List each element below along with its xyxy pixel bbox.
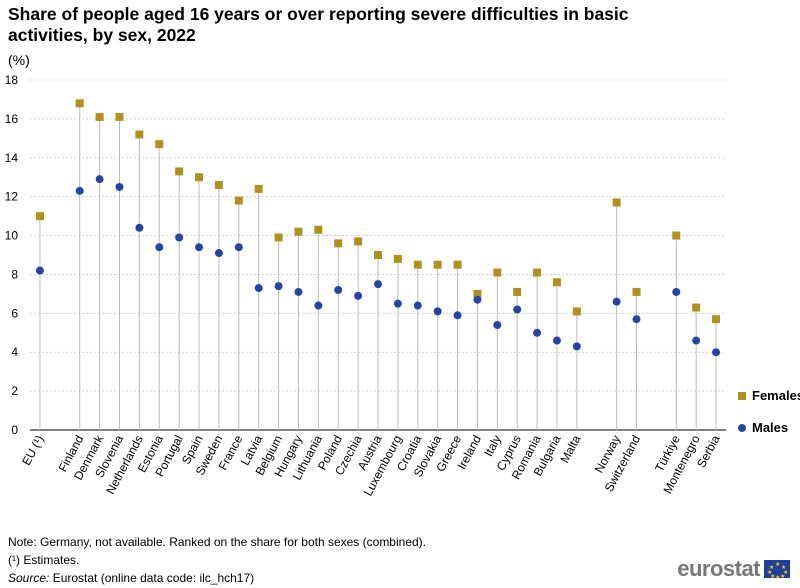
male-marker [214,249,223,258]
male-marker [473,295,482,304]
male-marker [433,307,442,316]
y-tick-label: 10 [5,229,19,243]
y-tick-labels: 0 2 4 6 8 10 12 14 16 18 [5,73,19,437]
estimates-note: (¹) Estimates. [8,553,80,567]
male-marker [552,336,561,345]
male-marker [195,243,204,252]
male-marker [513,305,522,314]
male-marker [35,266,44,275]
male-marker [692,336,701,345]
stem-lines [39,103,717,430]
male-marker [672,287,681,296]
y-tick-label: 8 [11,267,18,281]
eurostat-logo-text: eurostat [677,556,760,581]
male-marker [374,280,382,289]
female-marker [552,278,561,287]
male-marker [632,315,641,324]
legend-males-label: Males [752,420,789,435]
male-marker [254,284,263,293]
male-marker [175,233,184,242]
female-marker [175,167,184,176]
male-marker [75,186,84,195]
y-tick-label: 12 [5,190,19,204]
y-tick-label: 18 [5,73,19,87]
female-marker [195,173,204,182]
source-note: Source: Eurostat (online data code: ilc_… [8,569,426,587]
female-marker [433,260,442,269]
female-marker [493,268,502,277]
male-marker [393,299,402,308]
female-marker [672,231,681,240]
male-marker [234,243,243,252]
female-marker [95,112,104,121]
female-marker [612,198,621,207]
y-axis-unit: (%) [8,52,30,68]
chart-title: Share of people aged 16 years or over re… [8,4,629,45]
female-marker [473,289,482,298]
y-tick-label: 4 [11,345,18,359]
male-marker [533,328,542,337]
note-text: Note: Germany, not available. Ranked on … [8,535,427,549]
female-marker [274,233,283,242]
female-marker [632,287,641,296]
male-marker [612,297,621,306]
female-marker [513,287,522,296]
legend-females: Females [738,388,800,403]
female-marker [692,303,701,312]
y-tick-label: 0 [11,423,18,437]
female-marker [254,184,263,193]
data-marks [35,99,721,357]
female-marker [374,251,382,259]
legend-males: Males [738,420,788,435]
male-marker [453,311,462,320]
female-marker [572,307,581,316]
male-marker [354,291,363,300]
male-marker [314,301,323,310]
female-marker [533,268,542,277]
x-tick-label: EU (¹) [19,433,46,468]
female-marker [135,130,144,139]
female-marker [453,260,462,269]
y-tick-label: 2 [11,384,18,398]
male-marker [712,348,721,357]
legend-females-marker [738,391,746,400]
male-marker [155,243,164,252]
x-tick-label: Malta [557,433,583,466]
female-marker [393,254,402,263]
male-marker [294,287,303,296]
y-tick-label: 6 [11,306,18,320]
female-marker [35,212,44,221]
male-marker [493,321,502,329]
legend-females-label: Females [752,388,800,403]
male-marker [274,282,283,291]
source-label: Source: [8,571,50,585]
female-marker [234,196,243,205]
female-marker [712,315,721,324]
male-marker [135,223,144,232]
male-marker [334,286,343,294]
legend-males-marker [738,423,746,432]
chart-plot: 0 2 4 6 8 10 12 14 16 18 EU (¹) FinlandDenmarkSlov… [5,73,726,498]
female-marker [413,260,422,269]
female-marker [294,227,303,236]
female-marker [314,225,323,234]
y-tick-label: 14 [5,151,19,165]
male-marker [572,342,581,351]
male-marker [413,301,422,310]
female-marker [75,99,84,108]
female-marker [214,181,223,189]
eurostat-logo: eurostat ★ ★ ★ ★ ★ ★ ★ ★ [677,556,790,582]
female-marker [155,140,164,149]
female-marker [334,239,343,248]
y-tick-label: 16 [5,112,19,126]
female-marker [354,237,363,246]
eu-flag-icon: ★ ★ ★ ★ ★ ★ ★ ★ [764,560,790,581]
x-tick-labels: EU (¹) FinlandDenmarkSloveniaNetherlandsE… [19,432,723,498]
source-text: Eurostat (online data code: ilc_hch17) [49,571,255,585]
male-marker [115,182,124,191]
chart-notes: Note: Germany, not available. Ranked on … [8,533,426,587]
male-marker [95,175,104,184]
female-marker [115,112,124,121]
